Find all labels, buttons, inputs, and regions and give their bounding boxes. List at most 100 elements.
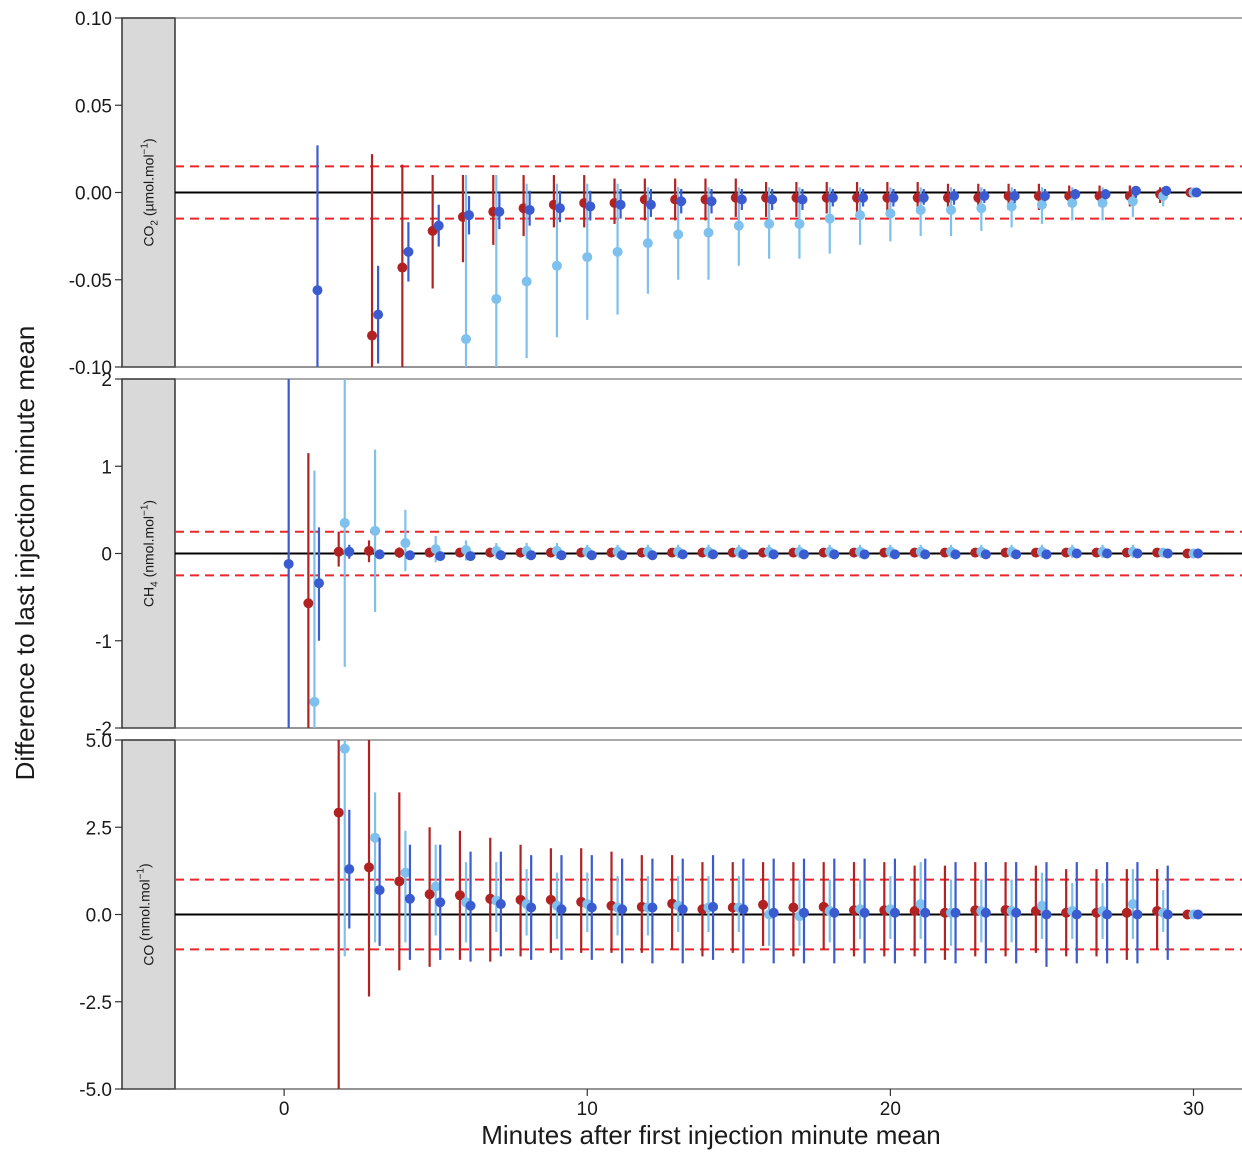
data-point	[333, 546, 344, 557]
data-point	[344, 864, 355, 875]
data-point	[615, 199, 626, 210]
x-axis-title: Minutes after first injection minute mea…	[481, 1120, 941, 1150]
facet-strip-strip-sup: −1	[140, 143, 151, 155]
data-point	[586, 550, 597, 561]
series-blue	[283, 379, 1204, 728]
data-point	[855, 210, 866, 221]
data-point	[829, 907, 840, 918]
data-point	[370, 525, 381, 536]
data-point	[915, 899, 926, 910]
data-point	[647, 550, 658, 561]
data-point	[979, 190, 990, 201]
data-point	[677, 549, 688, 560]
facet-strip-strip-close: )	[137, 863, 153, 868]
data-point	[1009, 190, 1020, 201]
data-point	[312, 285, 323, 296]
data-point	[1067, 197, 1078, 208]
data-point	[374, 549, 385, 560]
y-axis-title: Difference to last injection minute mean	[10, 326, 40, 781]
y-tick-label: -5.0	[79, 1080, 112, 1101]
data-point	[461, 334, 471, 345]
data-point	[465, 900, 476, 911]
data-point	[1006, 201, 1017, 212]
data-point	[768, 549, 779, 560]
data-point	[949, 190, 960, 201]
data-point	[1039, 190, 1050, 201]
data-point	[980, 907, 991, 918]
data-point	[464, 210, 475, 221]
data-point	[344, 546, 355, 557]
data-point	[885, 208, 896, 219]
facet-strip-strip-sup: −1	[136, 868, 147, 880]
y-tick-label: 0.0	[86, 906, 112, 927]
series-blue	[312, 145, 1202, 367]
y-tick-label: -2	[95, 719, 112, 740]
data-point	[521, 276, 532, 287]
data-point	[370, 832, 381, 843]
data-point	[400, 867, 411, 878]
data-point	[829, 549, 840, 560]
data-point	[424, 889, 435, 900]
data-point	[400, 538, 411, 549]
facet-strip-strip-rest: (nmol.mol	[141, 516, 157, 581]
data-point	[1102, 548, 1113, 559]
data-point	[1036, 900, 1047, 911]
panel-2: CO (nmol.mol−1) 5.0 2.5 0.0 -2.5 -5.0	[79, 731, 1242, 1101]
data-point	[373, 309, 384, 320]
facet-strip-strip-sub: 4	[150, 581, 161, 587]
data-point	[430, 881, 441, 892]
data-point	[920, 549, 931, 560]
data-point	[1070, 189, 1081, 200]
data-point	[491, 293, 502, 304]
data-point	[758, 899, 769, 910]
data-point	[738, 904, 749, 915]
panel-0: CO2 (µmol.mol−1) 0.10 0.05 0.00 -0.05 -0.10	[69, 9, 1242, 379]
data-point	[1036, 199, 1047, 210]
data-point	[888, 192, 899, 203]
facet-strip-strip-base: CO	[141, 945, 157, 966]
data-point	[788, 902, 799, 913]
data-point	[586, 902, 597, 913]
data-point	[1132, 548, 1143, 559]
data-point	[1041, 549, 1052, 560]
facet-strip-label: CH4 (nmol.mol−1)	[140, 500, 161, 607]
data-point	[556, 550, 567, 561]
data-point	[645, 199, 656, 210]
data-point	[435, 551, 446, 562]
data-point	[585, 201, 596, 212]
data-point	[495, 550, 506, 561]
series-blue	[344, 809, 1204, 967]
y-tick-label: 1	[101, 457, 112, 478]
data-point	[976, 203, 987, 214]
facet-strip-strip-base: CO	[141, 226, 157, 247]
data-point	[980, 549, 991, 560]
facet-strip-strip-sup: −1	[140, 504, 151, 516]
data-point	[339, 517, 350, 528]
data-point	[526, 550, 537, 561]
series-light-blue	[461, 175, 1199, 367]
data-point	[524, 204, 535, 215]
data-point	[364, 862, 374, 873]
data-point	[824, 213, 835, 224]
data-point	[364, 545, 374, 556]
data-point	[950, 549, 961, 560]
data-point	[339, 743, 350, 754]
data-point	[374, 885, 385, 896]
facet-strip-strip-close: )	[141, 500, 157, 505]
y-tick-label: -0.05	[69, 271, 112, 292]
data-point	[1097, 197, 1108, 208]
panel-plot-area	[175, 740, 1242, 1089]
data-point	[404, 550, 415, 561]
facet-strip-label: CO2 (µmol.mol−1)	[140, 138, 161, 246]
data-point	[551, 260, 562, 271]
facet-strip-strip-sub: 2	[150, 220, 161, 226]
data-point	[1127, 899, 1138, 910]
data-point	[333, 807, 344, 818]
panel-1: CH4 (nmol.mol−1) 2 1 0 -1 -2	[95, 370, 1242, 740]
data-point	[1041, 909, 1052, 920]
data-point	[394, 876, 405, 887]
data-point	[617, 904, 628, 915]
data-point	[859, 549, 870, 560]
